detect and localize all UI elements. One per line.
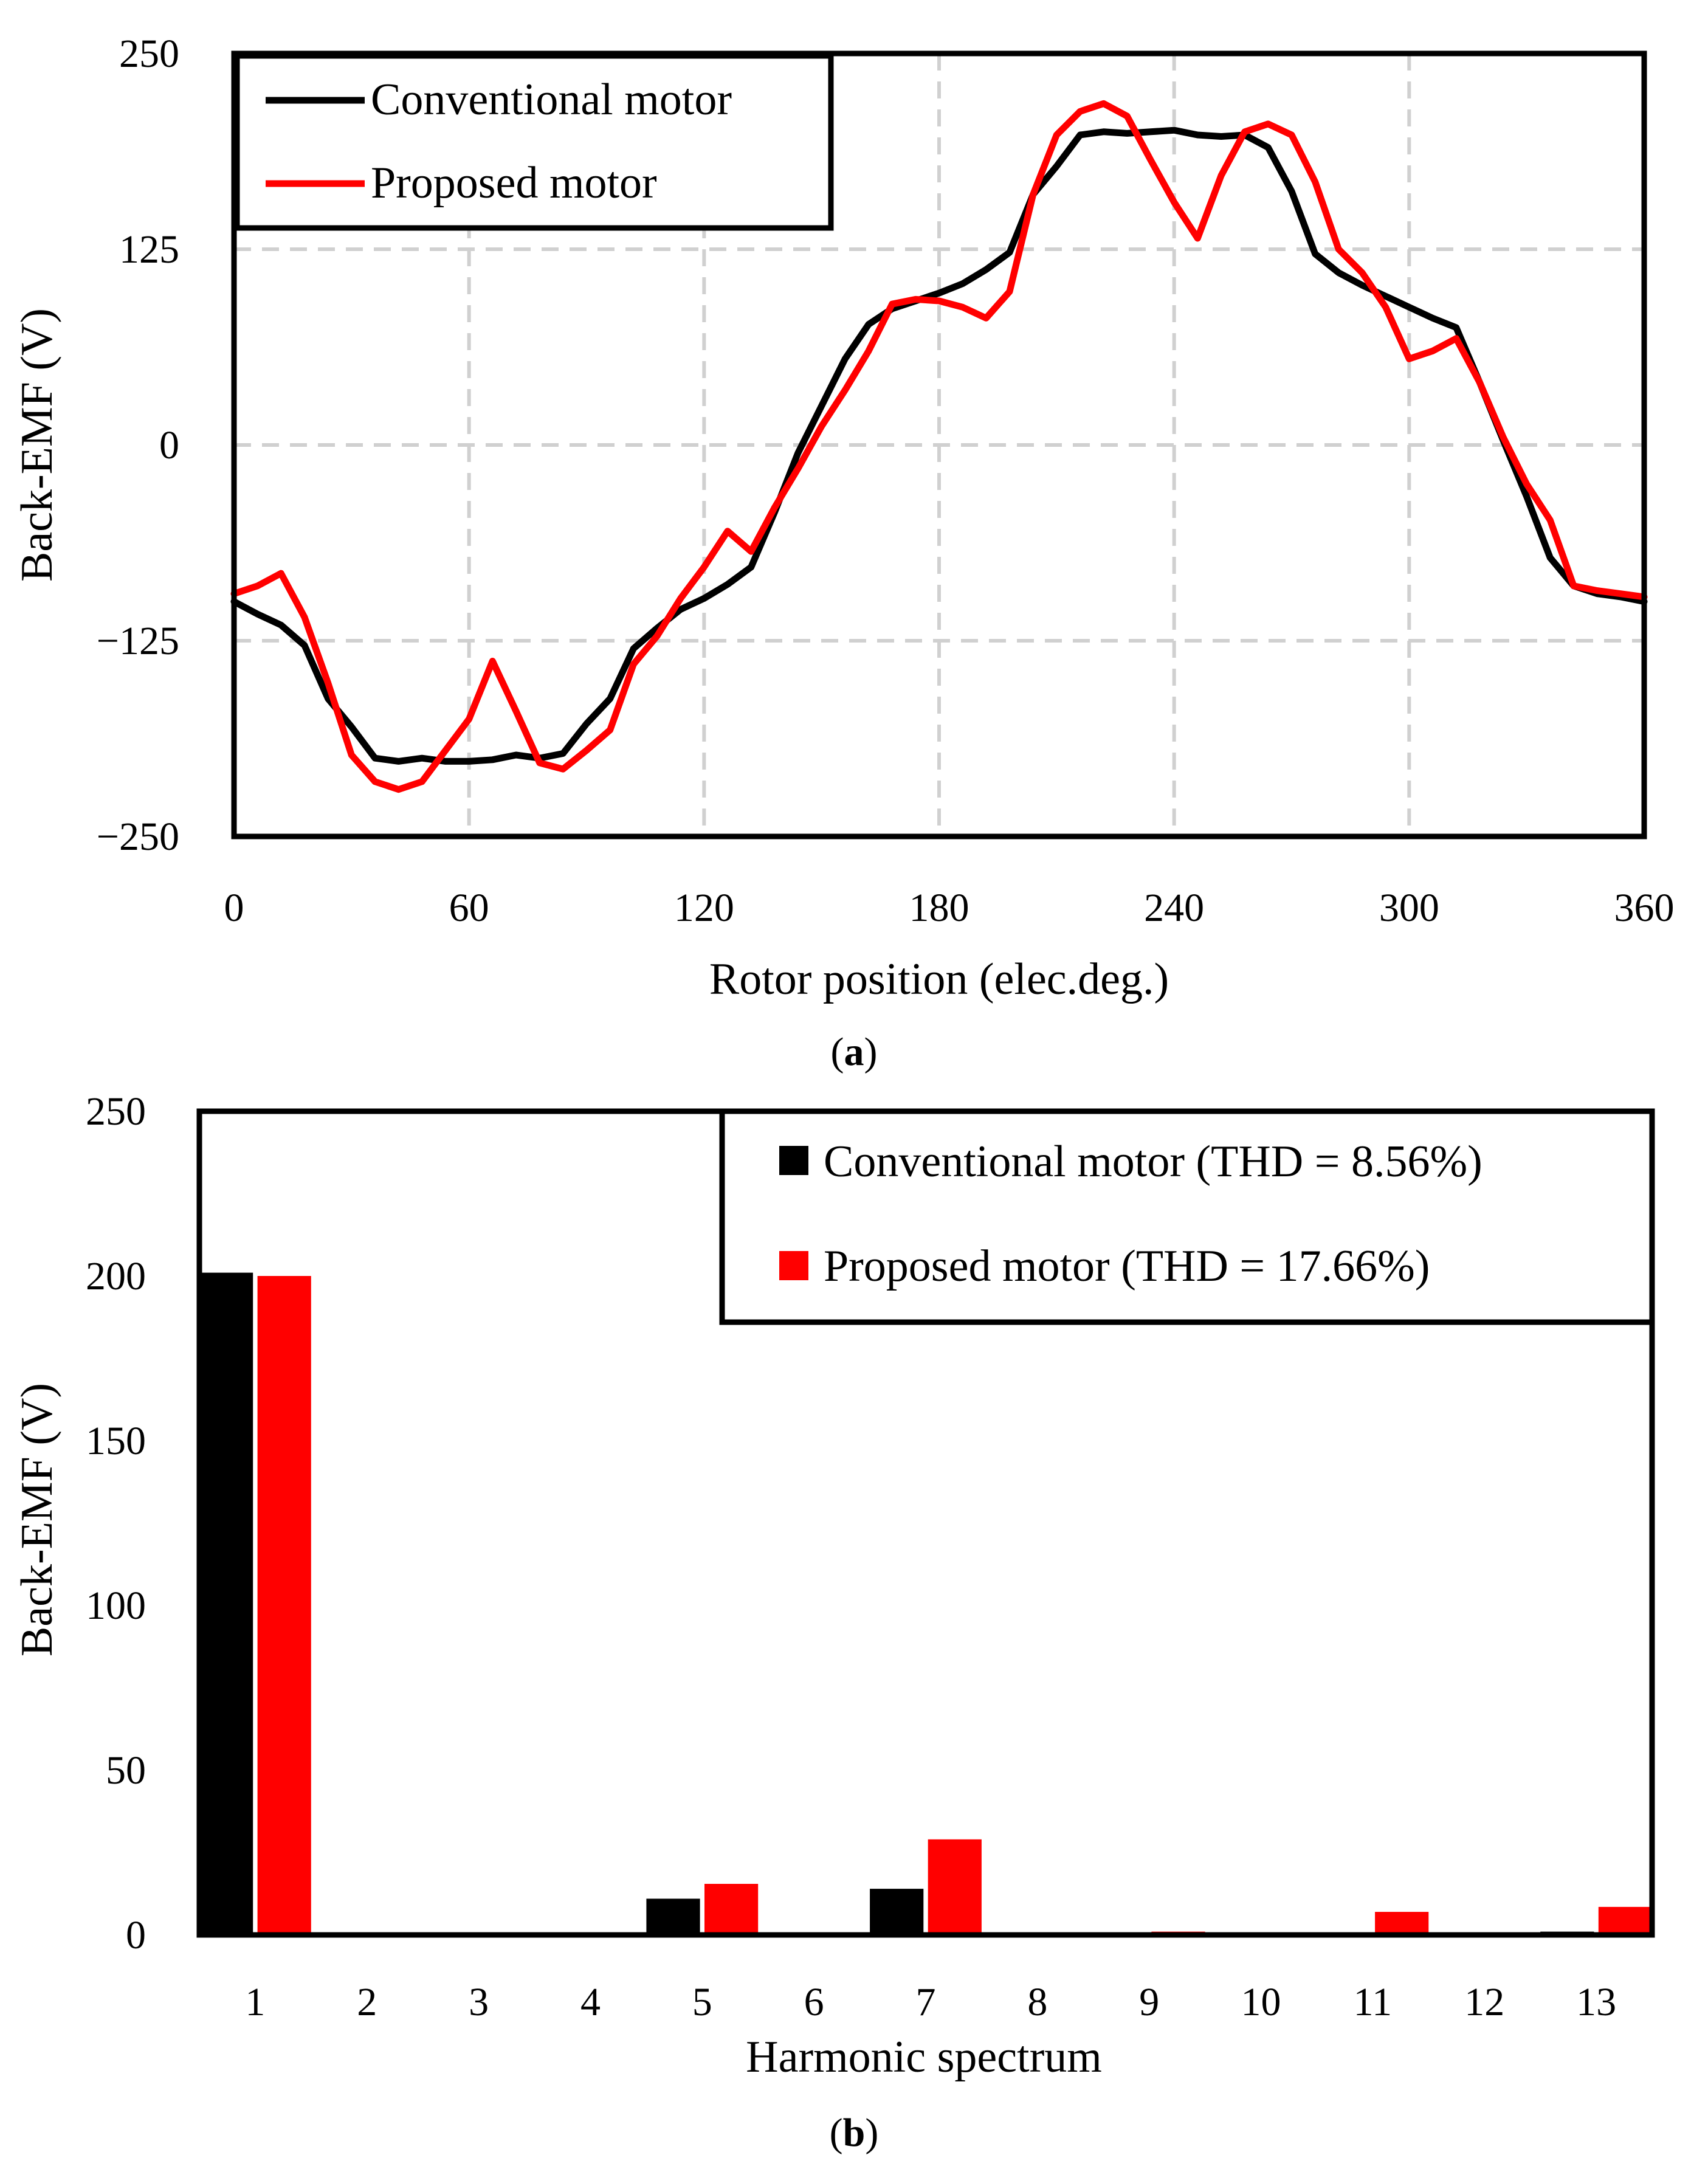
- panel-caption-a: (a): [831, 1030, 878, 1074]
- x-tick-label: 10: [1241, 1980, 1281, 2024]
- x-tick-label: 8: [1027, 1980, 1047, 2024]
- x-tick-label: 120: [674, 886, 734, 930]
- bar-proposed-h13: [1598, 1906, 1652, 1935]
- x-tick-label: 3: [469, 1980, 489, 2024]
- plot-frame: [231, 50, 1647, 839]
- legend-label-proposed: Proposed motor (THD = 17.66%): [824, 1241, 1430, 1291]
- x-tick-label: 5: [692, 1980, 712, 2024]
- x-tick-label: 11: [1354, 1980, 1393, 2024]
- x-axis-label: Rotor position (elec.deg.): [709, 954, 1169, 1004]
- legend-label-proposed: Proposed motor: [371, 158, 657, 208]
- y-tick-label: 200: [86, 1254, 146, 1298]
- bar-conventional-h5: [646, 1898, 700, 1935]
- x-tick-label: 9: [1139, 1980, 1159, 2024]
- x-tick-label: 7: [916, 1980, 936, 2024]
- x-axis-label: Harmonic spectrum: [746, 2032, 1102, 2082]
- x-tick-label: 0: [224, 886, 244, 930]
- x-tick-label: 13: [1576, 1980, 1616, 2024]
- series-line-1: [230, 100, 1648, 793]
- x-tick-labels: 1 2 3 4 5 6 7 8 9 10 11 12 13: [245, 1980, 1616, 2024]
- bar-proposed-h7: [928, 1839, 982, 1935]
- x-tick-label: 12: [1464, 1980, 1504, 2024]
- series-line-0: [230, 126, 1648, 765]
- y-tick-label: −125: [97, 619, 179, 663]
- grid-lines: [234, 53, 1644, 836]
- y-tick-label: 125: [119, 227, 179, 272]
- legend-swatch-conventional: [779, 1146, 808, 1175]
- legend: Conventional motor Proposed motor: [234, 53, 834, 231]
- line-chart-panel-a: 250 125 0 −125 −250 0 60 120 180 240 300 360 Rotor…: [12, 32, 1675, 1074]
- y-tick-label: 0: [126, 1913, 146, 1957]
- y-tick-label: 0: [159, 423, 179, 467]
- y-tick-label: 250: [119, 32, 179, 76]
- x-tick-label: 360: [1614, 886, 1675, 930]
- x-tick-label: 60: [449, 886, 489, 930]
- y-tick-label: 150: [86, 1419, 146, 1463]
- y-tick-label: 250: [86, 1089, 146, 1134]
- x-tick-label: 4: [580, 1980, 601, 2024]
- legend-label-conventional: Conventional motor: [371, 75, 732, 125]
- legend-box: [719, 1108, 1655, 1325]
- legend-label-conventional: Conventional motor (THD = 8.56%): [824, 1137, 1482, 1187]
- legend: Conventional motor (THD = 8.56%) Propose…: [719, 1108, 1655, 1325]
- y-tick-labels: 250 125 0 −125 −250: [97, 32, 179, 859]
- x-tick-label: 180: [909, 886, 969, 930]
- x-tick-label: 240: [1144, 886, 1204, 930]
- bar-conventional-h1: [199, 1272, 253, 1935]
- bars: [199, 1272, 1652, 1935]
- x-tick-labels: 0 60 120 180 240 300 360: [224, 886, 1675, 930]
- y-tick-label: 50: [106, 1748, 146, 1793]
- x-tick-label: 300: [1379, 886, 1439, 930]
- series-lines: [230, 100, 1648, 793]
- bar-proposed-h5: [704, 1884, 759, 1935]
- x-tick-label: 1: [245, 1980, 265, 2024]
- y-tick-labels: 0 50 100 150 200 250: [86, 1089, 146, 1957]
- y-axis-label: Back-EMF (V): [12, 1383, 62, 1657]
- legend-box: [234, 53, 834, 231]
- caption-letter-b: b: [843, 2111, 866, 2155]
- x-tick-label: 6: [804, 1980, 824, 2024]
- bar-proposed-h11: [1375, 1912, 1429, 1935]
- y-tick-label: −250: [97, 815, 179, 859]
- bar-conventional-h7: [870, 1889, 924, 1935]
- caption-letter-a: a: [844, 1030, 864, 1074]
- y-tick-label: 100: [86, 1584, 146, 1628]
- panel-caption-b: (b): [830, 2111, 879, 2155]
- x-tick-label: 2: [357, 1980, 377, 2024]
- bar-proposed-h1: [257, 1276, 311, 1935]
- y-axis-label: Back-EMF (V): [12, 308, 62, 582]
- legend-swatch-proposed: [779, 1251, 808, 1280]
